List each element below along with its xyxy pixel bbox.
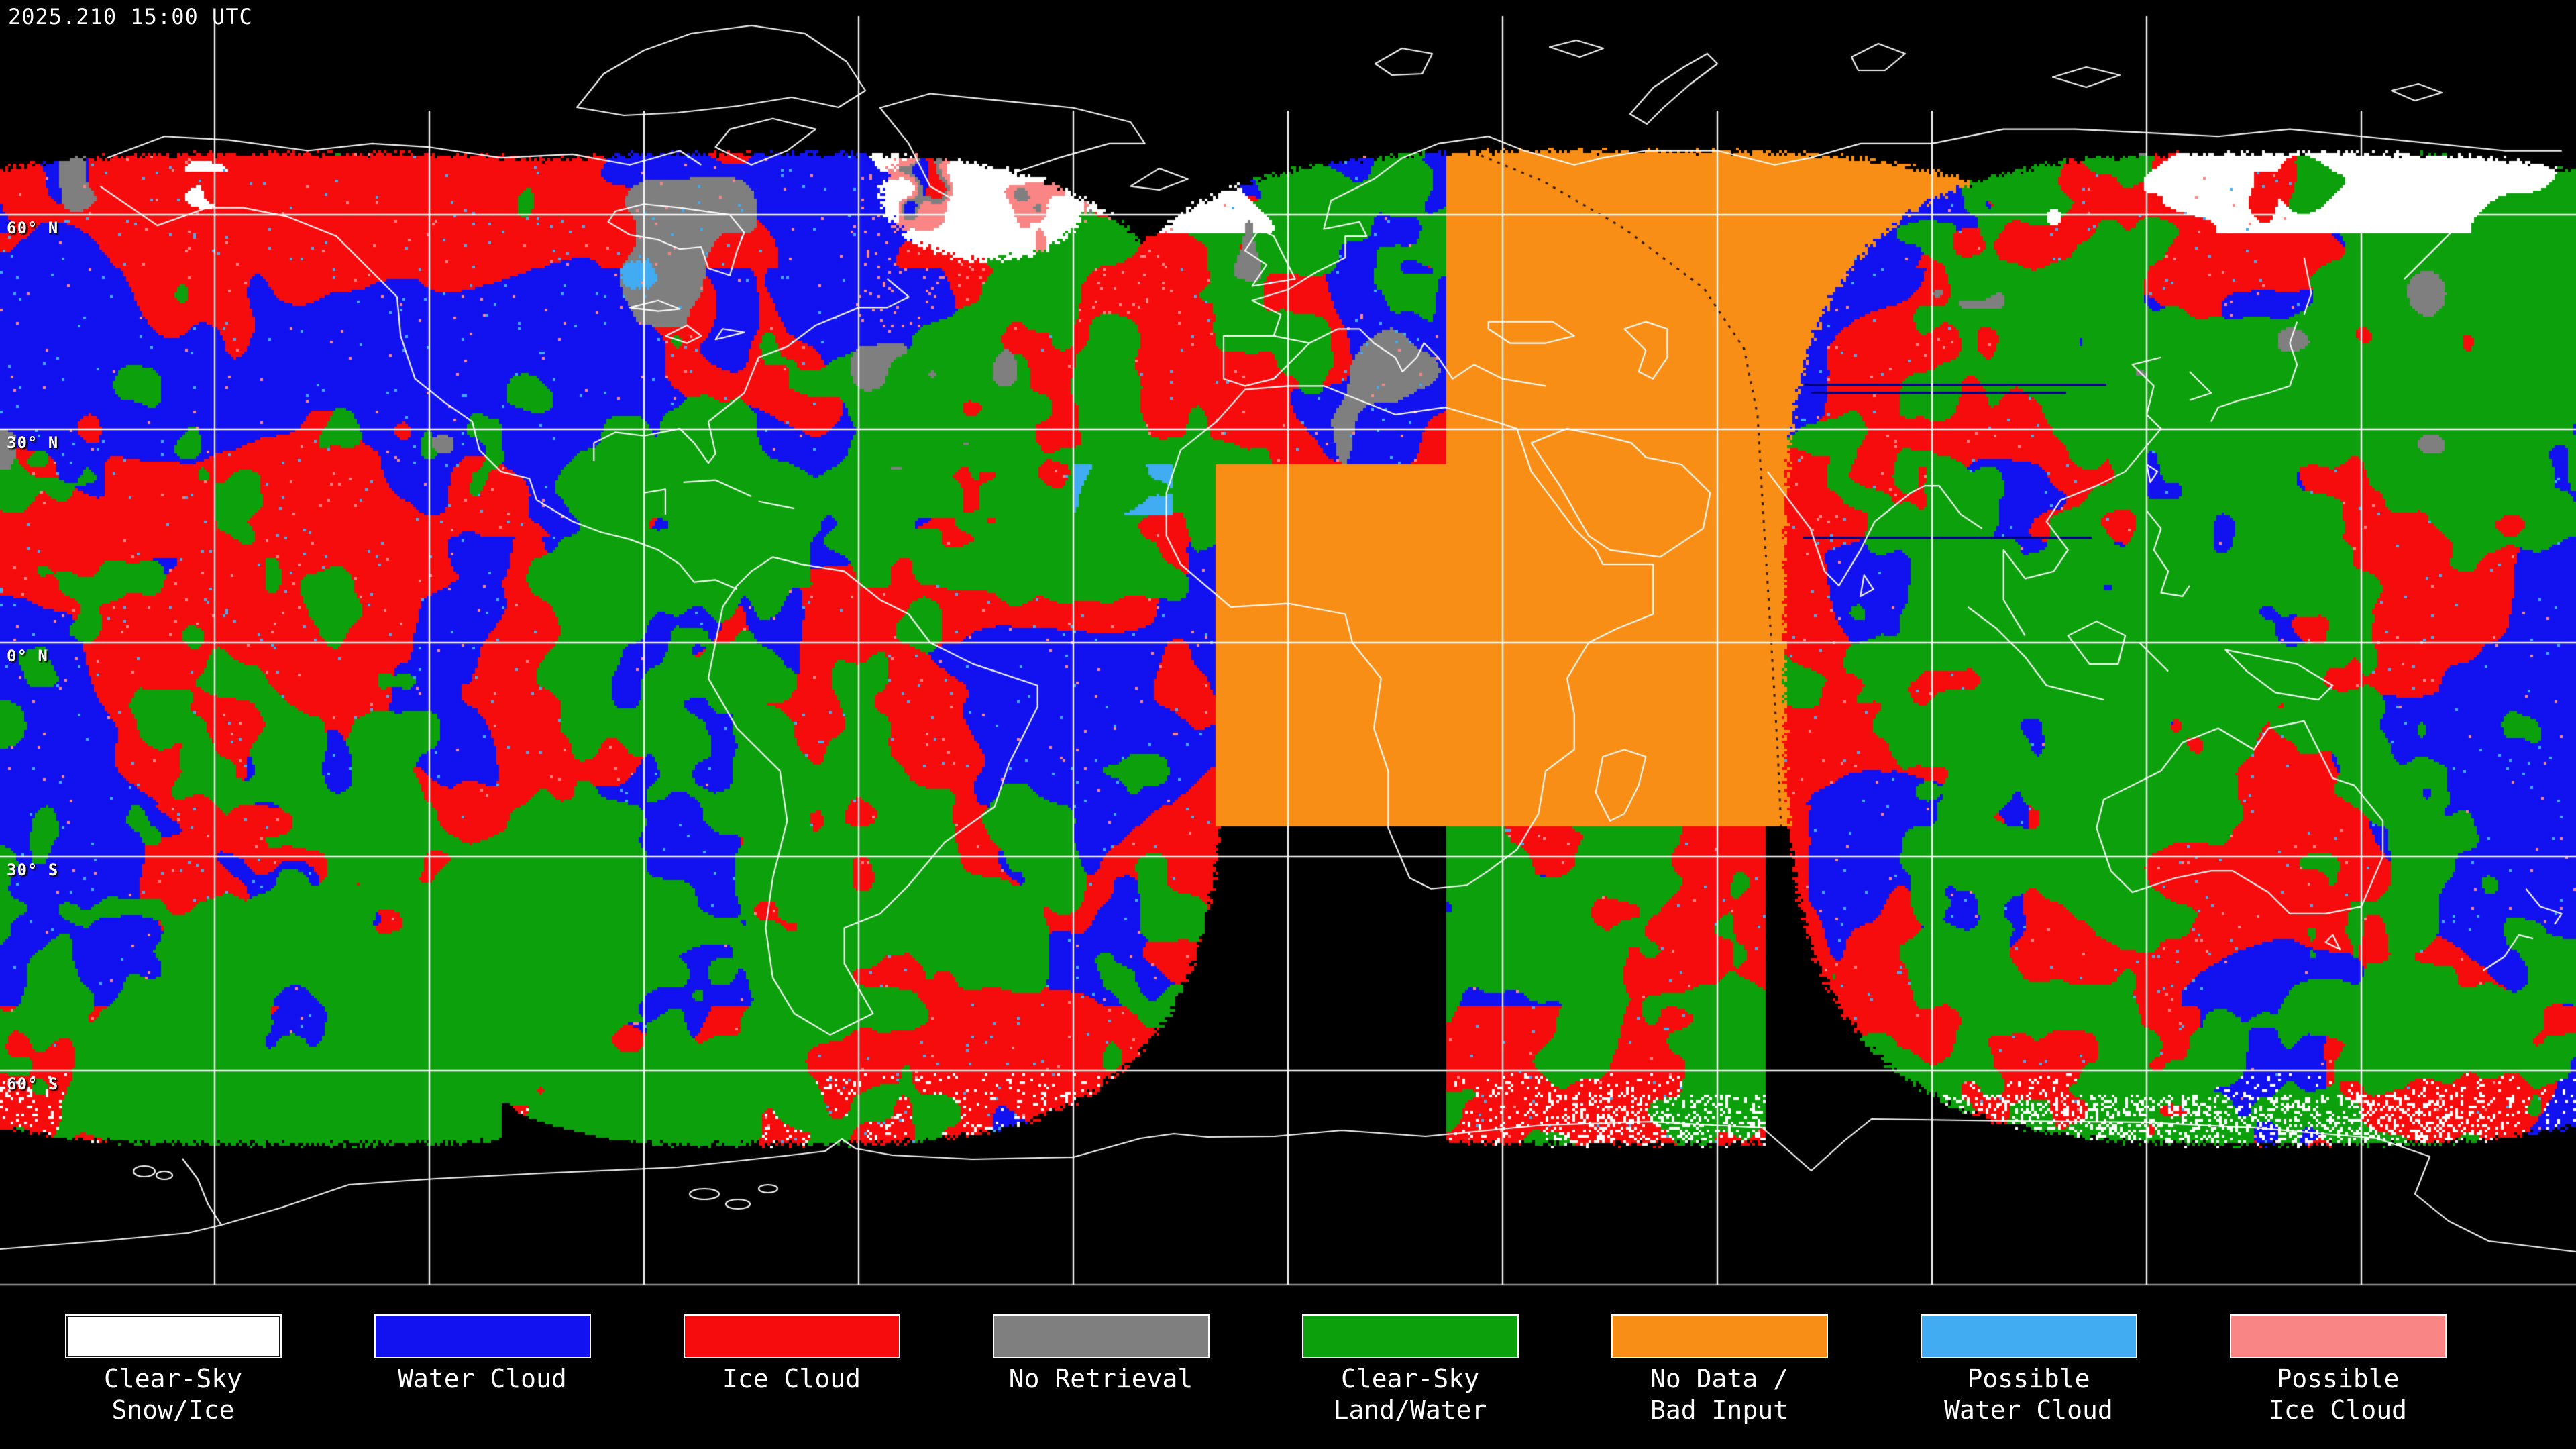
- lat-label-30n: 30° N: [7, 433, 59, 452]
- swatch-no-data-bad-input: [1611, 1314, 1828, 1358]
- cloud-phase-world-map: [0, 0, 2576, 1296]
- lat-label-60s: 60° S: [7, 1075, 59, 1093]
- legend-label: Clear-Sky Land/Water: [1256, 1363, 1564, 1426]
- legend-label: No Retrieval: [947, 1363, 1255, 1395]
- legend-bar: Clear-Sky Snow/Ice Water Cloud Ice Cloud …: [0, 1296, 2576, 1449]
- swatch-ice-cloud: [684, 1314, 900, 1358]
- lat-label-0n: 0° N: [7, 647, 48, 665]
- legend-label-line2: Land/Water: [1333, 1395, 1487, 1425]
- legend-label: Clear-Sky Snow/Ice: [19, 1363, 327, 1426]
- legend-label: No Data / Bad Input: [1565, 1363, 1874, 1426]
- swatch-possible-water-cloud: [1921, 1314, 2137, 1358]
- legend-label: Ice Cloud: [637, 1363, 946, 1395]
- timestamp: 2025.210 15:00 UTC: [8, 4, 253, 30]
- legend-label: Water Cloud: [328, 1363, 637, 1395]
- legend-label-line2: Ice Cloud: [2269, 1395, 2407, 1425]
- legend-label-line1: Ice Cloud: [722, 1364, 861, 1393]
- legend-label-line1: Clear-Sky: [104, 1364, 242, 1393]
- lat-label-30s: 30° S: [7, 861, 59, 879]
- swatch-clear-sky-land-water: [1302, 1314, 1519, 1358]
- swatch-possible-ice-cloud: [2230, 1314, 2447, 1358]
- legend-label-line2: Water Cloud: [1944, 1395, 2113, 1425]
- swatch-water-cloud: [374, 1314, 591, 1358]
- legend-label: Possible Water Cloud: [1874, 1363, 2183, 1426]
- swatch-clear-sky-snow-ice: [65, 1314, 282, 1358]
- legend-label-line2: Snow/Ice: [111, 1395, 235, 1425]
- legend-label-line1: Possible: [2276, 1364, 2400, 1393]
- legend-label-line1: Water Cloud: [398, 1364, 567, 1393]
- swatch-no-retrieval: [993, 1314, 1210, 1358]
- legend-label-line2: Bad Input: [1650, 1395, 1788, 1425]
- legend-label-line1: Clear-Sky: [1341, 1364, 1479, 1393]
- legend-label-line1: No Data /: [1650, 1364, 1788, 1393]
- legend-label-line1: No Retrieval: [1008, 1364, 1193, 1393]
- lat-label-60n: 60° N: [7, 219, 59, 237]
- legend-label-line1: Possible: [1967, 1364, 2090, 1393]
- legend-label: Possible Ice Cloud: [2184, 1363, 2492, 1426]
